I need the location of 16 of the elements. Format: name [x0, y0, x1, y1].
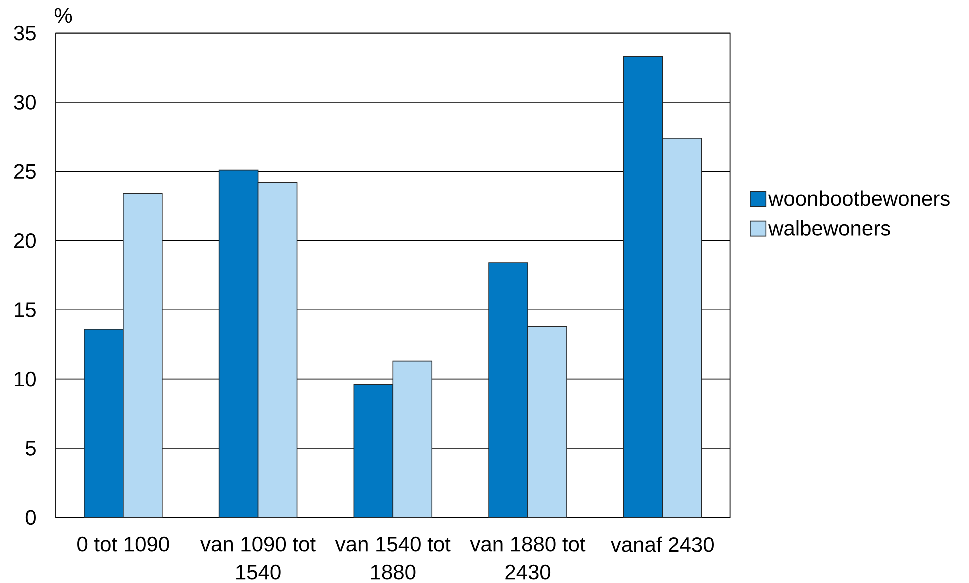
x-tick-label: van 1540 tot 1880: [335, 536, 451, 580]
y-tick-label: 35: [14, 26, 36, 41]
y-axis-title: %: [54, 8, 72, 24]
y-tick-label: 15: [15, 302, 36, 318]
y-tick-label: 30: [14, 95, 36, 110]
legend-label: woonbootbewoners: [768, 190, 950, 206]
y-tick-label: 5: [26, 441, 36, 456]
y-tick-label: 20: [14, 233, 36, 248]
y-tick-label: 0: [26, 510, 36, 526]
y-tick-label: 10: [15, 372, 36, 387]
x-tick-label: vanaf 2430: [610, 536, 714, 552]
y-tick-label: 25: [14, 164, 36, 180]
x-tick-label: van 1090 tot 1540: [200, 536, 316, 580]
legend-label: walbewoners: [768, 220, 890, 236]
x-tick-label: van 1880 tot 2430: [470, 536, 586, 580]
x-tick-label: 0 tot 1090: [78, 536, 170, 552]
